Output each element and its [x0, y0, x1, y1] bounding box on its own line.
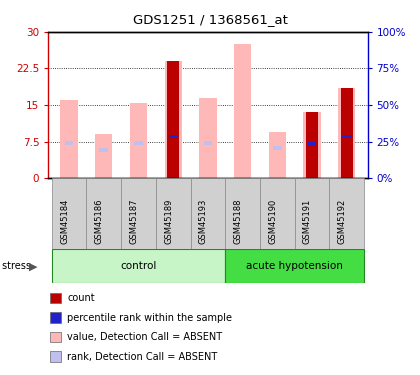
- Text: stress: stress: [2, 261, 34, 271]
- Bar: [199, 98, 217, 178]
- Bar: [260, 178, 295, 249]
- Bar: [225, 178, 260, 249]
- Bar: [191, 178, 225, 249]
- Bar: [167, 61, 179, 178]
- Text: GDS1251 / 1368561_at: GDS1251 / 1368561_at: [133, 13, 287, 26]
- Bar: [165, 61, 182, 178]
- Bar: [95, 134, 113, 178]
- Bar: [156, 178, 191, 249]
- Text: value, Detection Call = ABSENT: value, Detection Call = ABSENT: [67, 332, 222, 342]
- Text: GSM45189: GSM45189: [164, 198, 173, 244]
- Bar: [60, 100, 78, 178]
- Bar: [169, 135, 178, 138]
- Bar: [306, 112, 318, 178]
- Text: GSM45193: GSM45193: [199, 198, 208, 244]
- Bar: [52, 178, 87, 249]
- Bar: [303, 112, 320, 178]
- Bar: [329, 178, 364, 249]
- Bar: [342, 135, 351, 138]
- Bar: [308, 142, 316, 146]
- Text: GSM45186: GSM45186: [95, 198, 104, 244]
- Bar: [295, 178, 329, 249]
- Text: GSM45188: GSM45188: [234, 198, 243, 244]
- Text: GSM45187: GSM45187: [129, 198, 139, 244]
- Bar: [130, 103, 147, 178]
- Bar: [308, 142, 316, 146]
- Bar: [225, 249, 364, 283]
- Bar: [121, 178, 156, 249]
- Bar: [341, 88, 353, 178]
- Bar: [65, 141, 73, 145]
- Text: count: count: [67, 293, 95, 303]
- Text: GSM45192: GSM45192: [338, 198, 346, 244]
- Text: percentile rank within the sample: percentile rank within the sample: [67, 313, 232, 322]
- Bar: [234, 44, 251, 178]
- Text: rank, Detection Call = ABSENT: rank, Detection Call = ABSENT: [67, 352, 218, 362]
- Text: GSM45184: GSM45184: [60, 198, 69, 244]
- Bar: [273, 146, 282, 150]
- Text: GSM45190: GSM45190: [268, 198, 277, 244]
- Text: GSM45191: GSM45191: [303, 198, 312, 244]
- Bar: [134, 141, 143, 145]
- Text: acute hypotension: acute hypotension: [246, 261, 343, 271]
- Bar: [100, 148, 108, 152]
- Bar: [204, 141, 212, 145]
- Text: control: control: [120, 261, 157, 271]
- Bar: [52, 249, 225, 283]
- Bar: [338, 88, 355, 178]
- Bar: [87, 178, 121, 249]
- Bar: [269, 132, 286, 178]
- Text: ▶: ▶: [29, 261, 37, 271]
